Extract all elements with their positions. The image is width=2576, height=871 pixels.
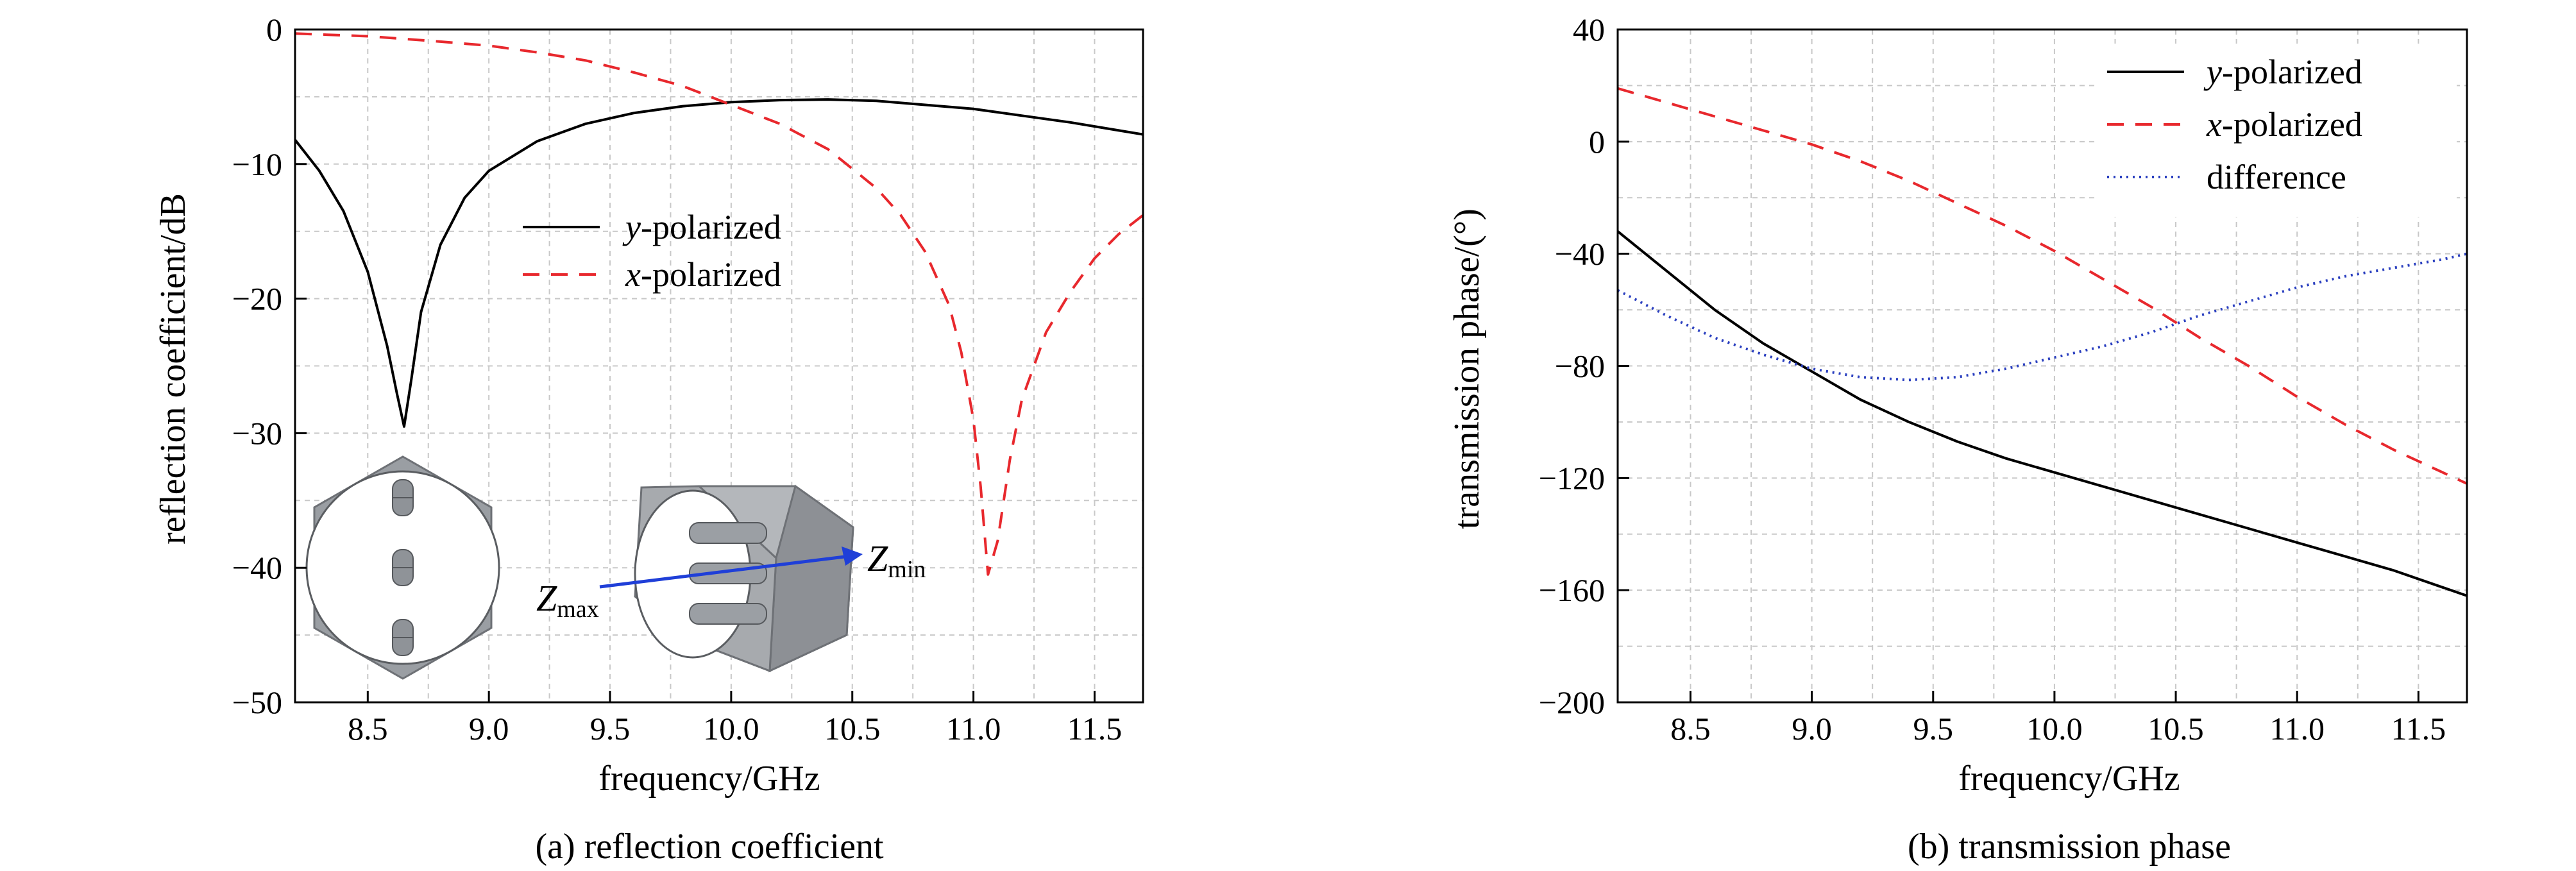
legend-a-label-y: y-polarized [622, 208, 781, 246]
panel-b-caption: (b) transmission phase [1908, 827, 2231, 867]
y-tick-label: −120 [1539, 460, 1605, 496]
legend-b-label-x: x-polarized [2206, 105, 2362, 144]
x-tick-label: 9.0 [469, 711, 509, 747]
x-tick-label: 10.5 [824, 711, 881, 747]
legend-b: y-polarized x-polarized difference [2097, 44, 2457, 217]
panel-b-ylabel: transmission phase/(°) [1447, 208, 1487, 529]
x-tick-label: 8.5 [1670, 711, 1711, 747]
y-tick-label: −10 [232, 146, 282, 182]
panel-reflection-coefficient: Zmax Zmin 8.5 9.0 9.5 10.0 10.5 11.0 11.5 0 −10 −… [153, 12, 1143, 867]
legend-a: y-polarized x-polarized [523, 208, 781, 294]
legend-b-label-y: y-polarized [2203, 53, 2362, 91]
panel-a-caption: (a) reflection coefficient [535, 827, 884, 867]
y-tick-label: −40 [232, 550, 282, 586]
pin-3d-bottom [690, 604, 767, 624]
pin-3d-top [690, 523, 767, 543]
panel-b-xlabel: frequency/GHz [1958, 759, 2180, 799]
figure: Zmax Zmin 8.5 9.0 9.5 10.0 10.5 11.0 11.5 0 −10 −… [0, 0, 2576, 871]
y-tick-label: 40 [1573, 12, 1605, 47]
y-tick-label: 0 [1589, 124, 1605, 160]
x-tick-label: 11.5 [2391, 711, 2446, 747]
x-tick-label: 11.0 [946, 711, 1001, 747]
x-tick-label: 10.0 [2026, 711, 2083, 747]
y-tick-label: −30 [232, 415, 282, 451]
y-tick-label: −20 [232, 281, 282, 317]
y-tick-label: −40 [1555, 236, 1605, 272]
legend-a-label-x: x-polarized [625, 255, 781, 294]
x-tick-label: 10.0 [703, 711, 759, 747]
x-tick-label: 9.0 [1792, 711, 1832, 747]
panel-a-ylabel: reflection coefficient/dB [153, 193, 193, 545]
x-tick-label: 9.5 [590, 711, 631, 747]
legend-b-label-diff: difference [2207, 158, 2346, 196]
series-line-b-difference [1618, 254, 2467, 380]
series-line-b-y [1618, 232, 2467, 596]
zmax-label: Zmax [536, 577, 599, 623]
x-tick-label: 11.5 [1067, 711, 1123, 747]
y-tick-label: 0 [266, 12, 282, 47]
y-tick-label: −200 [1539, 684, 1605, 720]
y-tick-label: −80 [1555, 348, 1605, 384]
panel-a-xlabel: frequency/GHz [598, 759, 820, 799]
x-tick-label: 8.5 [348, 711, 388, 747]
x-tick-label: 11.0 [2269, 711, 2325, 747]
x-tick-label: 10.5 [2148, 711, 2204, 747]
y-tick-label: −50 [232, 684, 282, 720]
y-tick-label: −160 [1539, 572, 1605, 608]
panel-transmission-phase: 8.5 9.0 9.5 10.0 10.5 11.0 11.5 40 0 −40 −80 −120 −1… [1447, 12, 2467, 867]
zmin-label: Zmin [867, 537, 926, 583]
x-tick-label: 9.5 [1913, 711, 1954, 747]
